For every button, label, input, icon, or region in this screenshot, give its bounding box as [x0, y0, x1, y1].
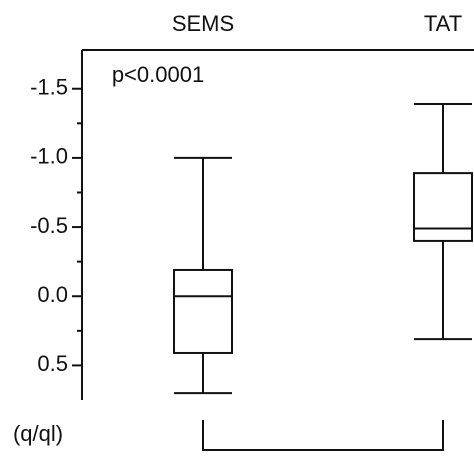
y-tick-label: 0.5 — [37, 351, 68, 376]
y-tick-label: -1.5 — [30, 75, 68, 100]
box — [413, 172, 473, 242]
x-tick-label: SEMS — [172, 11, 234, 36]
x-tick-label: TAT — [424, 11, 462, 36]
box — [173, 268, 233, 354]
y-axis-label: (q/ql) — [13, 421, 63, 446]
y-tick-label: -0.5 — [30, 213, 68, 238]
significance-bracket — [202, 420, 444, 451]
y-tick-label: 0.0 — [37, 282, 68, 307]
annotation: p<0.0001 — [112, 62, 204, 87]
y-tick-label: -1.0 — [30, 144, 68, 169]
